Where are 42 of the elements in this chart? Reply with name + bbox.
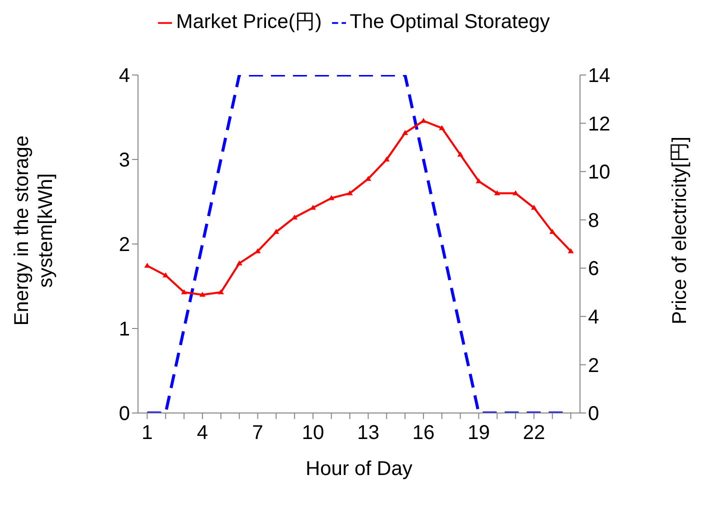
y2-tick-label: 12	[588, 113, 610, 136]
point	[494, 190, 500, 196]
point	[530, 204, 537, 210]
y2-tick-label: 14	[588, 65, 610, 88]
x-tick-label: 16	[412, 422, 435, 444]
point	[384, 156, 390, 162]
y2-tick-label: 8	[588, 210, 600, 232]
x-tick-label: 13	[357, 422, 380, 444]
point	[568, 248, 574, 254]
y2-tick-label: 6	[588, 258, 600, 280]
x-tick-label: 1	[142, 422, 153, 444]
y2-tick-label: 0	[588, 403, 600, 426]
y-axis-title: Energy in the storage system[kWh]	[11, 135, 57, 326]
x-tick-label: 4	[196, 422, 208, 444]
point	[236, 260, 242, 266]
legend-label: The Optimal Storategy	[350, 11, 550, 33]
point	[346, 190, 353, 196]
legend-label: Market Price(円)	[176, 11, 322, 33]
x-tick-label: 10	[302, 422, 324, 444]
point	[549, 228, 556, 234]
point	[273, 228, 280, 234]
y-tick-label: 2	[118, 234, 130, 256]
y-tick-label: 4	[118, 65, 130, 88]
y2-tick-label: 10	[588, 162, 610, 184]
point	[181, 289, 188, 294]
point	[218, 289, 224, 294]
y-tick-label: 1	[118, 318, 130, 341]
y-tick-label: 3	[118, 150, 130, 172]
x-tick-label: 7	[252, 422, 264, 444]
line-series	[146, 75, 572, 413]
point	[457, 152, 464, 157]
y2-tick-label: 4	[588, 306, 600, 329]
y2-tick-label: 2	[588, 354, 600, 377]
x-axis-title: Hour of Day	[306, 458, 412, 480]
point	[402, 130, 408, 135]
point	[199, 292, 206, 297]
point	[162, 272, 169, 278]
x-tick-label: 19	[468, 422, 490, 444]
y2-axis-title: Price of electricity[円]	[669, 136, 691, 324]
point	[438, 125, 445, 130]
x-tick-label: 22	[522, 422, 546, 444]
y-tick-label: 0	[118, 403, 130, 426]
